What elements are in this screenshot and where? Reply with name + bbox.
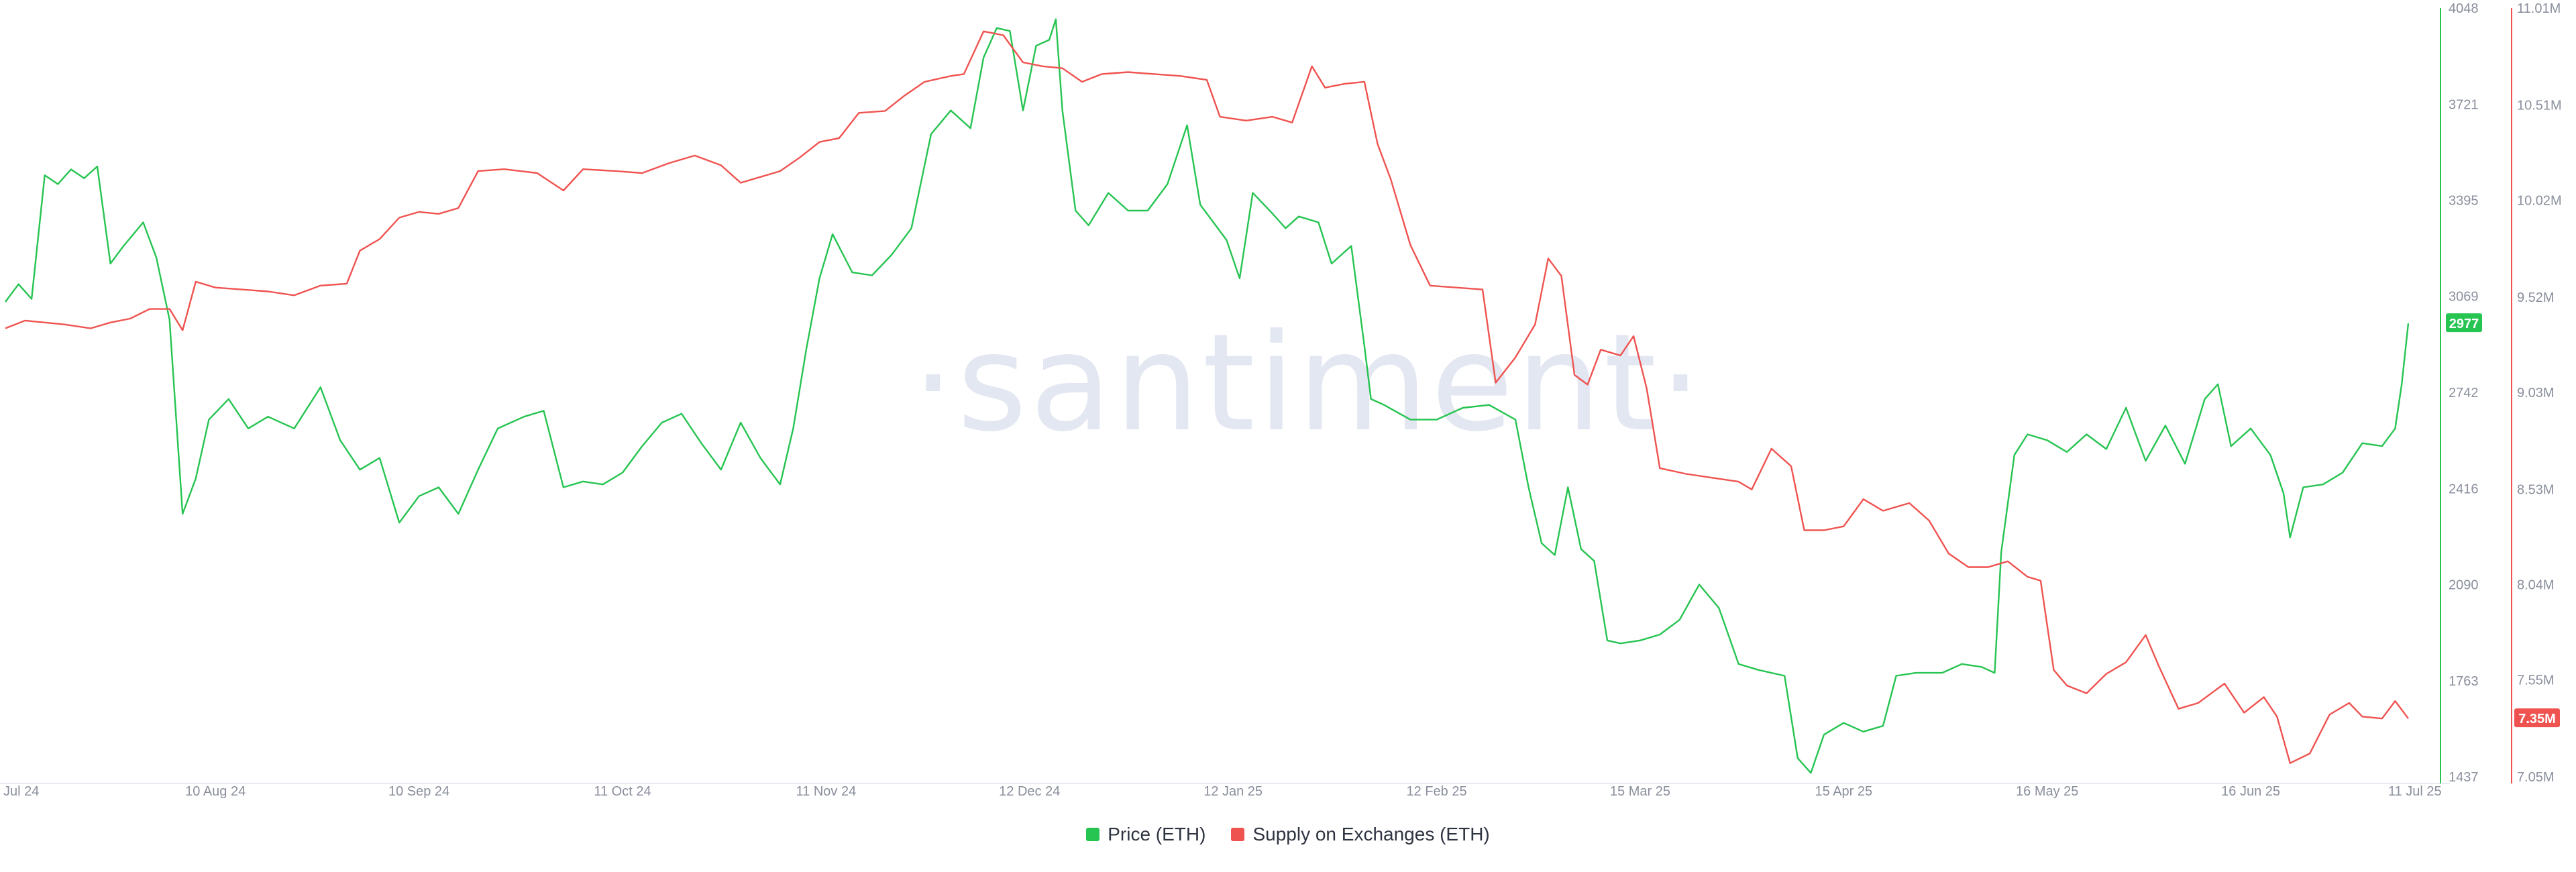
price-tick-label: 4048 xyxy=(2449,1,2479,16)
supply-axis-tick-labels: 11.01M 10.51M 10.02M 9.52M 9.03M 8.53M 8.04M 7.… xyxy=(2517,1,2562,785)
supply-tick-label: 8.04M xyxy=(2517,578,2555,593)
supply-tick-label: 7.05M xyxy=(2517,770,2555,785)
x-tick-label: 10 Sep 24 xyxy=(388,784,449,799)
x-tick-label: 10 Aug 24 xyxy=(185,784,246,799)
x-tick-label: 16 May 25 xyxy=(2016,784,2078,799)
price-tick-label: 1763 xyxy=(2449,674,2479,689)
x-tick-label: 12 Jan 25 xyxy=(1203,784,1263,799)
legend-item-supply[interactable]: Supply on Exchanges (ETH) xyxy=(1231,824,1490,845)
last-value-badges: 2977 7.35M xyxy=(2446,313,2560,728)
legend-item-price[interactable]: Price (ETH) xyxy=(1086,824,1205,845)
supply-tick-label: 9.52M xyxy=(2517,290,2555,305)
price-axis-tick-labels: 4048 3721 3395 3069 2742 2416 2090 1763 1437 xyxy=(2449,1,2479,785)
price-tick-label: 3395 xyxy=(2449,194,2479,209)
supply-tick-label: 8.53M xyxy=(2517,483,2555,498)
watermark: ·santiment· xyxy=(912,305,1705,461)
x-tick-label: 10 Jul 24 xyxy=(0,784,39,799)
x-tick-label: 11 Nov 24 xyxy=(796,784,857,799)
price-tick-label: 1437 xyxy=(2449,770,2479,785)
x-tick-label: 16 Jun 25 xyxy=(2221,784,2280,799)
legend-swatch-price xyxy=(1086,828,1100,841)
legend-label-price: Price (ETH) xyxy=(1108,824,1206,844)
price-last-value-badge xyxy=(2446,313,2482,333)
x-tick-label: 15 Mar 25 xyxy=(1610,784,1670,799)
supply-tick-label: 11.01M xyxy=(2517,1,2561,16)
supply-tick-label: 7.55M xyxy=(2517,673,2555,688)
legend: Price (ETH) Supply on Exchanges (ETH) xyxy=(0,824,2576,845)
x-tick-label: 12 Feb 25 xyxy=(1407,784,1467,799)
supply-tick-label: 9.03M xyxy=(2517,386,2555,400)
price-tick-label: 3721 xyxy=(2449,98,2479,113)
price-series-line xyxy=(5,18,2410,774)
supply-last-value-badge xyxy=(2514,708,2560,728)
price-tick-label: 2742 xyxy=(2449,386,2479,400)
x-tick-label: 12 Dec 24 xyxy=(999,784,1060,799)
x-tick-label: 15 Apr 25 xyxy=(1815,784,1873,799)
x-tick-labels: 10 Jul 24 10 Aug 24 10 Sep 24 11 Oct 24 11 N… xyxy=(0,784,2442,799)
supply-last-value-label: 7.35M xyxy=(2518,712,2556,726)
price-tick-label: 2090 xyxy=(2449,578,2479,592)
price-last-value-label: 2977 xyxy=(2449,317,2479,331)
supply-tick-label: 10.02M xyxy=(2517,194,2562,209)
x-tick-label: 11 Jul 25 xyxy=(2388,784,2442,799)
supply-tick-label: 10.51M xyxy=(2517,99,2562,113)
series-layer xyxy=(5,18,2410,774)
legend-label-supply: Supply on Exchanges (ETH) xyxy=(1252,824,1490,844)
legend-swatch-supply xyxy=(1231,828,1245,841)
supply-series-line xyxy=(5,30,2409,764)
price-tick-label: 3069 xyxy=(2449,290,2479,305)
x-tick-label: 11 Oct 24 xyxy=(594,784,651,799)
price-tick-label: 2416 xyxy=(2449,482,2479,496)
